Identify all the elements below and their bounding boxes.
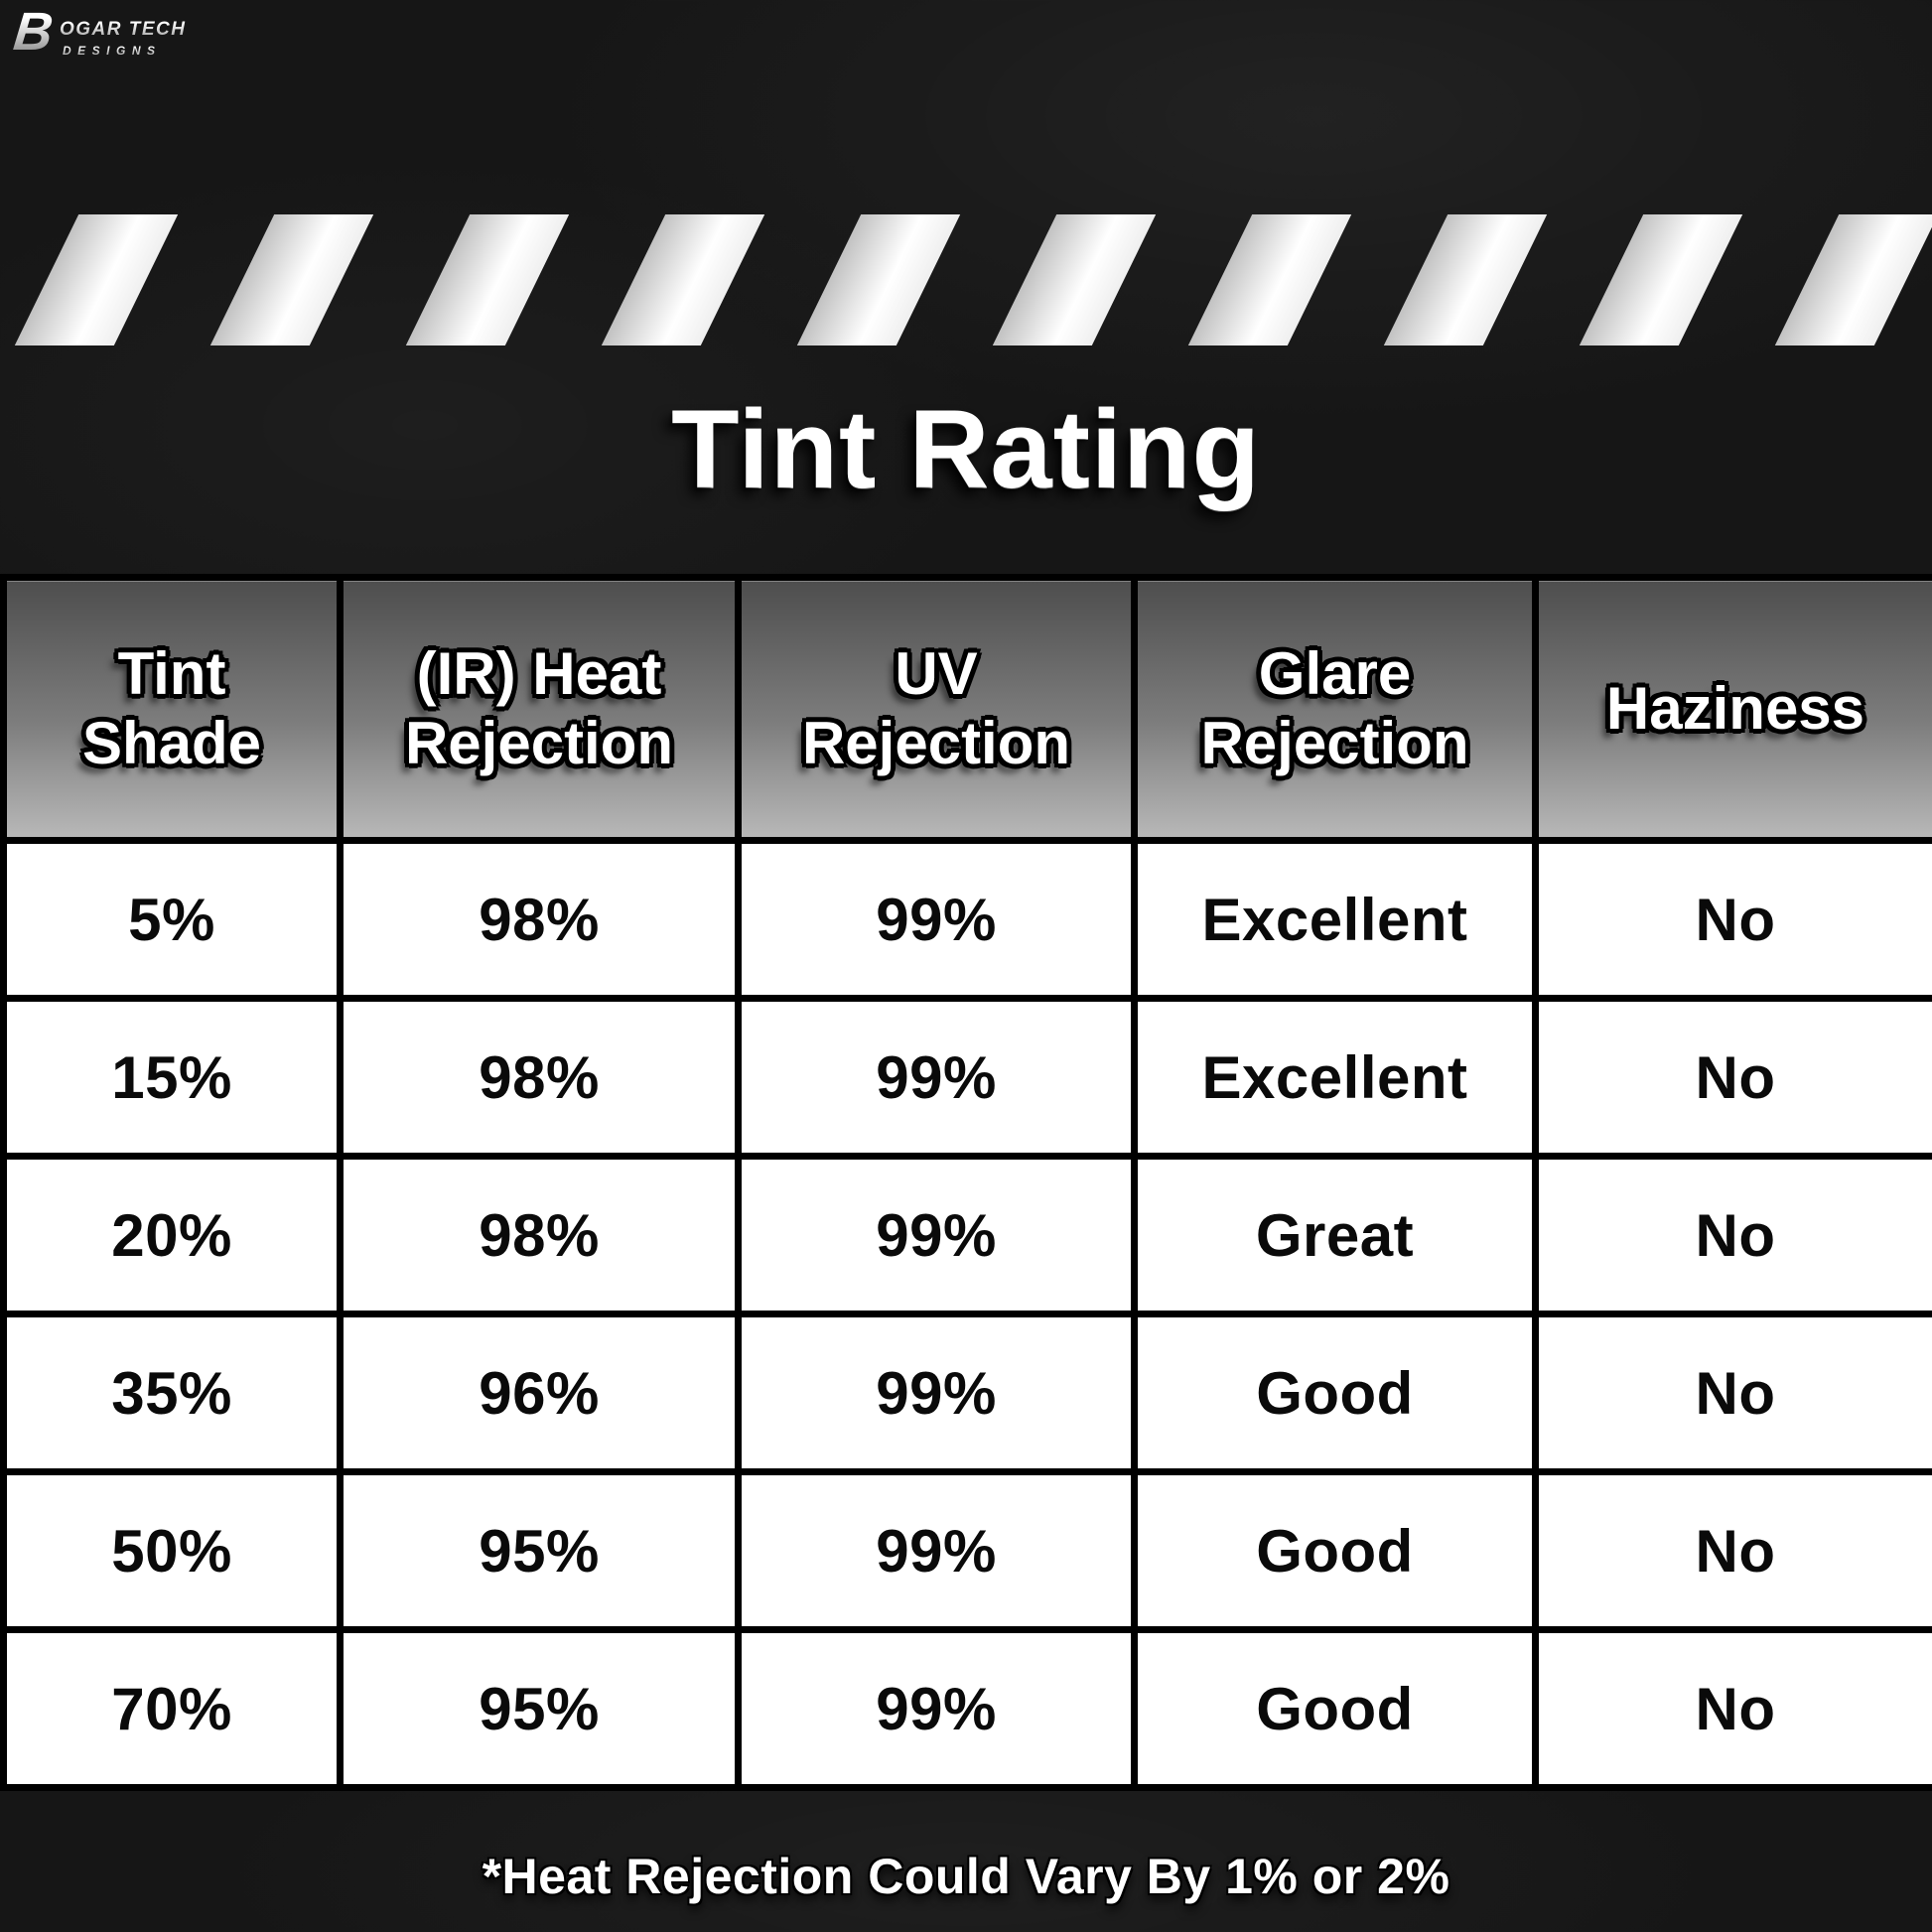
table-cell: Good	[1131, 1626, 1539, 1791]
table-cell: Good	[1131, 1468, 1539, 1633]
stripe	[796, 214, 961, 345]
stripe-band	[0, 214, 1932, 345]
table-cell: 98%	[337, 995, 742, 1160]
table-cell: 50%	[0, 1468, 344, 1633]
table-cell: 98%	[337, 1153, 742, 1317]
table-cell: Excellent	[1131, 995, 1539, 1160]
header-line: Haziness	[1605, 675, 1865, 743]
stripe	[601, 214, 765, 345]
table-cell: 95%	[337, 1468, 742, 1633]
header-line: (IR) Heat	[416, 640, 662, 708]
table-cell: 20%	[0, 1153, 344, 1317]
table-cell: 70%	[0, 1626, 344, 1791]
table-cell: Good	[1131, 1311, 1539, 1475]
header-line: Tint	[117, 640, 226, 708]
table-row: 70% 95% 99% Good No	[0, 1626, 1932, 1791]
stripe	[1774, 214, 1932, 345]
table-row: 20% 98% 99% Great No	[0, 1153, 1932, 1317]
table-cell: 99%	[735, 995, 1138, 1160]
table-cell: 15%	[0, 995, 344, 1160]
stripe-band-inner	[0, 214, 1932, 345]
table-cell: No	[1532, 837, 1932, 1002]
table-row: 15% 98% 99% Excellent No	[0, 995, 1932, 1160]
table-row: 35% 96% 99% Good No	[0, 1311, 1932, 1475]
table-cell: 96%	[337, 1311, 742, 1475]
table-cell: 99%	[735, 1311, 1138, 1475]
bogar-tech-designs-logo: B OGAR TECH DESIGNS	[10, 2, 187, 62]
logo-b-mark: B	[10, 2, 57, 62]
header-line: UV	[895, 640, 978, 708]
header-cell-uv-rejection: UV Rejection	[735, 574, 1138, 844]
stripe	[14, 214, 179, 345]
header-line: Glare	[1258, 640, 1412, 708]
table-header-row: Tint Shade (IR) Heat Rejection UV Reject…	[0, 574, 1932, 844]
table-cell: 99%	[735, 1626, 1138, 1791]
logo-sub-name: DESIGNS	[60, 44, 187, 58]
header-cell-tint-shade: Tint Shade	[0, 574, 344, 844]
table-cell: 98%	[337, 837, 742, 1002]
table-cell: 99%	[735, 1153, 1138, 1317]
table-row: 50% 95% 99% Good No	[0, 1468, 1932, 1633]
table-header: Tint Shade (IR) Heat Rejection UV Reject…	[0, 574, 1932, 844]
header-cell-glare-rejection: Glare Rejection	[1131, 574, 1539, 844]
stripe	[992, 214, 1157, 345]
table-cell: 5%	[0, 837, 344, 1002]
header-line: Rejection	[1200, 710, 1469, 776]
stripe	[1187, 214, 1352, 345]
stripe	[1579, 214, 1743, 345]
tint-rating-table: Tint Shade (IR) Heat Rejection UV Reject…	[0, 574, 1932, 1791]
table-cell: No	[1532, 1468, 1932, 1633]
footnote: *Heat Rejection Could Vary By 1% or 2%	[482, 1849, 1450, 1904]
stripe	[1383, 214, 1548, 345]
table-cell: 99%	[735, 837, 1138, 1002]
header-line: Shade	[81, 710, 262, 776]
table-cell: No	[1532, 1626, 1932, 1791]
table-cell: 99%	[735, 1468, 1138, 1633]
header-cell-ir-heat-rejection: (IR) Heat Rejection	[337, 574, 742, 844]
logo-brand-name: OGAR TECH	[60, 19, 187, 40]
table-cell: 95%	[337, 1626, 742, 1791]
header-cell-haziness: Haziness	[1532, 574, 1932, 844]
stripe	[405, 214, 570, 345]
stripe	[209, 214, 374, 345]
page-title: Tint Rating	[671, 387, 1261, 511]
table-cell: Great	[1131, 1153, 1539, 1317]
table-cell: No	[1532, 995, 1932, 1160]
table-cell: Excellent	[1131, 837, 1539, 1002]
table-cell: No	[1532, 1311, 1932, 1475]
table-cell: 35%	[0, 1311, 344, 1475]
table-body: 5% 98% 99% Excellent No 15% 98% 99% Exce…	[0, 837, 1932, 1791]
header-line: Rejection	[801, 710, 1071, 776]
logo-text: OGAR TECH DESIGNS	[60, 19, 187, 58]
header-line: Rejection	[404, 710, 674, 776]
table-cell: No	[1532, 1153, 1932, 1317]
table-row: 5% 98% 99% Excellent No	[0, 837, 1932, 1002]
